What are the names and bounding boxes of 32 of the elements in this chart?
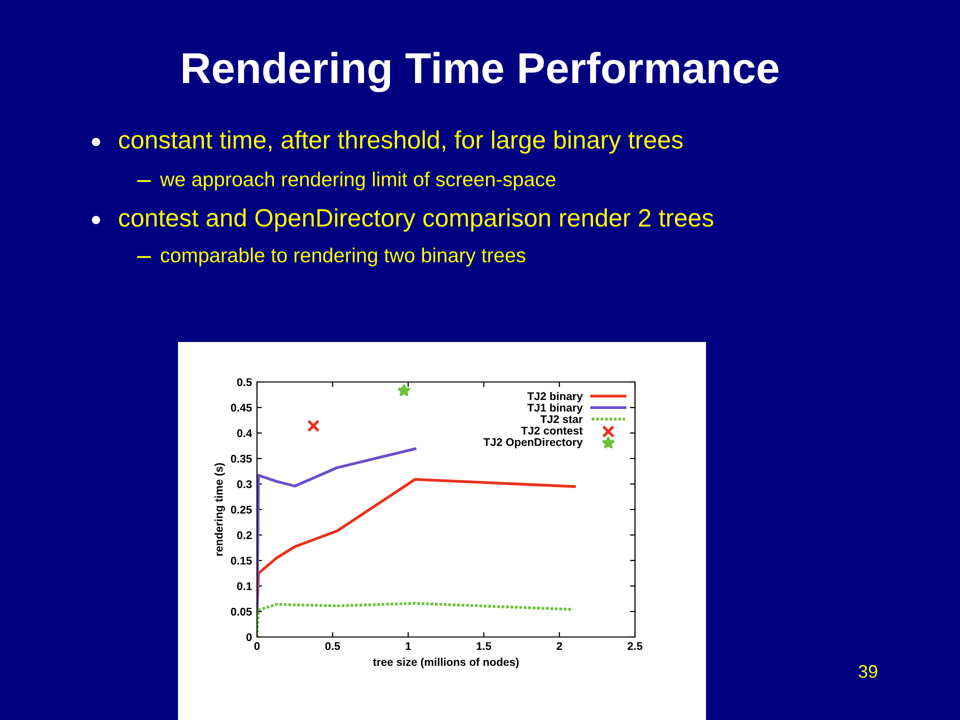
x-tick-label: 1.5 — [476, 642, 492, 650]
text: comparable to rendering two binary trees — [160, 248, 526, 266]
legend-label: TJ1 binary — [527, 403, 583, 414]
x-tick-label: 0 — [254, 642, 260, 650]
legend-label: TJ2 star — [540, 415, 583, 424]
line-series — [257, 447, 416, 613]
x-tick-label: 0.5 — [325, 642, 340, 650]
text: 39 — [858, 665, 878, 678]
text: constant time, after threshold, for large binary trees — [119, 130, 683, 154]
y-tick-label: 0.4 — [237, 429, 252, 438]
legend-label: TJ2 OpenDirectory — [483, 438, 583, 448]
y-tick-label: 0.35 — [230, 454, 252, 463]
text: we approach rendering limit of screen-space — [160, 172, 556, 190]
x-tick-label: 2.5 — [628, 642, 642, 650]
y-tick-label: 0 — [246, 633, 252, 642]
y-tick-label: 0.15 — [230, 556, 252, 565]
text: contest and OpenDirectory comparison render 2 trees — [119, 208, 714, 232]
legend-label: TJ2 contest — [521, 426, 583, 435]
chart-title: Rendering Time Performance — [182, 52, 778, 92]
line-series — [257, 602, 574, 637]
legend-label: TJ2 binary — [527, 392, 583, 402]
x-tick-label: 1 — [406, 642, 411, 650]
x-tick-label: 2 — [556, 642, 562, 650]
y-tick-label: 0.45 — [230, 404, 252, 412]
y-tick-label: 0.3 — [237, 480, 252, 488]
y-tick-label: 0.1 — [237, 582, 252, 590]
y-axis-title: rendering time (s) — [214, 463, 225, 556]
y-tick-label: 0.2 — [237, 531, 252, 540]
y-tick-label: 0.5 — [237, 378, 252, 386]
y-tick-label: 0.05 — [230, 608, 252, 616]
y-tick-label: 0.25 — [230, 506, 252, 514]
x-axis-title: tree size (millions of nodes) — [372, 658, 519, 668]
